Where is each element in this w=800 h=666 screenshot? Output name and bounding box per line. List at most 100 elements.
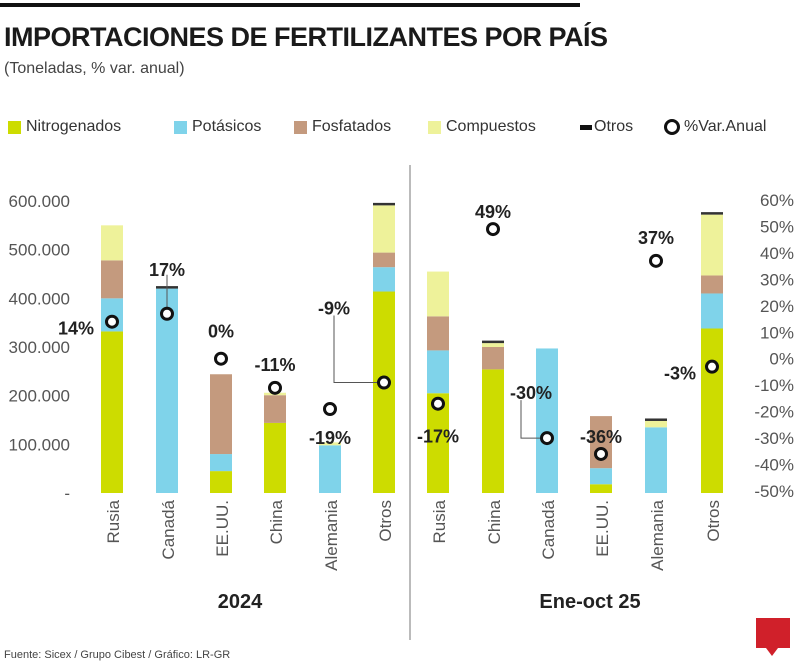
category-label: Alemania (648, 499, 667, 570)
bar-segment-fosfatados (210, 374, 232, 455)
category-label: Alemania (322, 499, 341, 570)
source-note: Fuente: Sicex / Grupo Cibest / Gráfico: … (4, 649, 231, 661)
y-tick-label: 100.000 (9, 435, 70, 454)
y2-tick-label: -40% (754, 456, 794, 475)
category-label: Rusia (430, 499, 449, 543)
bar-segment-compuestos (101, 225, 123, 261)
bar-segment-nitrogenados (373, 291, 395, 493)
var-anual-label: 17% (149, 260, 185, 280)
y-tick-label: 600.000 (9, 192, 70, 211)
var-anual-label: 49% (475, 202, 511, 222)
bar-segment-fosfatados (482, 347, 504, 370)
legend-swatch (580, 124, 592, 130)
bar-segment-nitrogenados (210, 471, 232, 493)
var-anual-point (214, 351, 228, 366)
legend-swatch (8, 120, 21, 134)
bar-segment-compuestos (319, 442, 341, 446)
y-tick-label: 200.000 (9, 387, 70, 406)
var-anual-label: -36% (580, 427, 622, 447)
var-anual-label: 37% (638, 228, 674, 248)
var-anual-label: -30% (510, 383, 552, 403)
category-label: EE.UU. (593, 500, 612, 557)
y-tick-label: - (64, 484, 70, 503)
var-anual-label: 0% (208, 322, 234, 342)
var-anual-point (377, 375, 391, 390)
var-anual-label: 14% (58, 319, 94, 339)
y2-tick-label: 0% (769, 350, 794, 369)
var-anual-point (323, 401, 337, 416)
y-tick-label: 400.000 (9, 289, 70, 308)
legend-item-potasicos: Potásicos (174, 118, 261, 136)
var-anual-point (540, 431, 554, 446)
bar-segment-potásicos (373, 267, 395, 292)
bar-segment-nitrogenados (701, 328, 723, 493)
legend: Nitrogenados Potásicos Fosfatados Compue… (8, 118, 798, 140)
bar-segment-potásicos (319, 445, 341, 493)
y-tick-label: 500.000 (9, 241, 70, 260)
var-anual-point (160, 306, 174, 321)
legend-label: Fosfatados (312, 118, 392, 135)
bar-segment-potásicos (427, 350, 449, 394)
legend-item-otros: Otros (580, 118, 633, 136)
bar-segment-otros (373, 202, 395, 206)
y2-tick-label: 50% (760, 217, 794, 236)
legend-label: %Var.Anual (684, 118, 767, 135)
var-anual-label: -11% (254, 355, 295, 375)
y2-tick-label: 40% (760, 244, 794, 263)
bar-segment-nitrogenados (482, 369, 504, 493)
bar-segment-potásicos (156, 288, 178, 493)
y2-tick-label: 20% (760, 297, 794, 316)
bar-segment-compuestos (482, 343, 504, 347)
bar-segment-nitrogenados (101, 331, 123, 493)
bar-segment-otros (482, 340, 504, 344)
y2-tick-label: 60% (760, 191, 794, 210)
bar-segment-potásicos (210, 454, 232, 472)
var-anual-point (705, 359, 719, 374)
chart-title: IMPORTACIONES DE FERTILIZANTES POR PAÍS (4, 22, 608, 52)
var-anual-label: -17% (417, 427, 459, 447)
legend-swatch (428, 120, 441, 134)
bar-segment-potásicos (536, 348, 558, 493)
bar-segment-nitrogenados (264, 422, 286, 493)
bar-segment-potásicos (701, 293, 723, 329)
category-label: China (485, 499, 504, 544)
var-anual-point (649, 253, 663, 268)
y-tick-label: 300.000 (9, 338, 70, 357)
legend-item-nitrogenados: Nitrogenados (8, 118, 121, 136)
legend-label: Nitrogenados (26, 118, 122, 135)
bar-segment-otros (701, 212, 723, 215)
var-anual-label: -9% (318, 299, 350, 319)
category-label: Rusia (104, 499, 123, 543)
var-anual-point (486, 222, 500, 237)
legend-swatch (174, 120, 187, 134)
y2-tick-label: 10% (760, 323, 794, 342)
group-label: Ene-oct 25 (539, 591, 640, 613)
bar-segment-fosfatados (264, 395, 286, 423)
circle-marker-icon (664, 119, 680, 135)
var-anual-point (431, 396, 445, 411)
y2-tick-label: -50% (754, 482, 794, 501)
bar-segment-fosfatados (101, 260, 123, 299)
bar-segment-fosfatados (427, 316, 449, 351)
y2-tick-label: -30% (754, 429, 794, 448)
y2-tick-label: 30% (760, 270, 794, 289)
lr-logo (756, 618, 790, 656)
legend-label: Otros (594, 118, 634, 135)
category-label: Otros (704, 500, 723, 542)
category-label: China (267, 499, 286, 544)
y2-tick-label: -20% (754, 403, 794, 422)
category-label: Canadá (159, 499, 178, 559)
chart-subtitle: (Toneladas, % var. anual) (4, 60, 185, 77)
legend-item-compuestos: Compuestos (428, 118, 536, 136)
category-label: Canadá (539, 499, 558, 559)
var-anual-label: -3% (664, 364, 696, 384)
bar-segment-potásicos (645, 427, 667, 493)
bar-segment-compuestos (645, 420, 667, 428)
leader-line (333, 315, 377, 384)
group-label: 2024 (218, 591, 263, 613)
var-anual-point (105, 314, 119, 329)
bar-segment-fosfatados (373, 252, 395, 268)
legend-item-fosfatados: Fosfatados (294, 118, 391, 136)
